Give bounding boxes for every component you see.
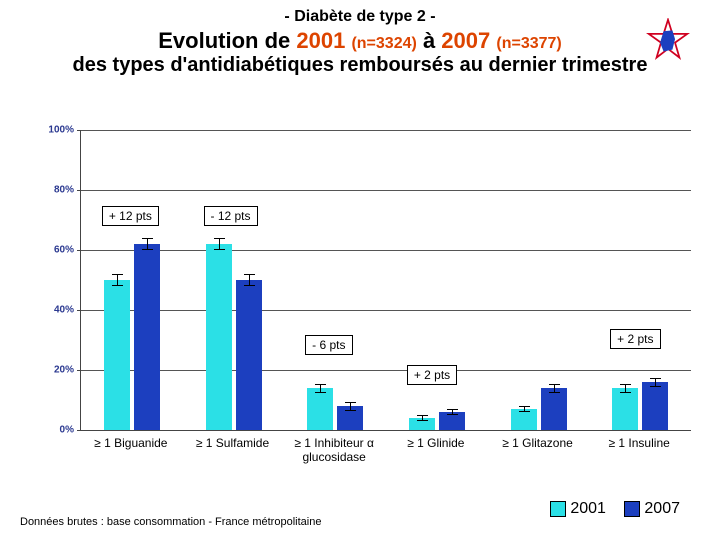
bar-chart: + 12 pts - 12 pts - 6 pts + 2 pts + 2 pts ≥ … [30, 130, 690, 450]
x-axis-label: ≥ 1 Inhibiteur α glucosidase [278, 436, 390, 464]
legend-swatch-2001 [550, 501, 566, 517]
x-axis-label: ≥ 1 Glitazone [482, 436, 594, 450]
x-axis-label: ≥ 1 Sulfamide [177, 436, 289, 450]
bar [307, 388, 333, 430]
bar [612, 388, 638, 430]
title-block: - Diabète de type 2 - Evolution de 2001 … [0, 8, 720, 77]
bar [511, 409, 537, 430]
annotation-box: + 2 pts [610, 329, 660, 349]
legend-swatch-2007 [624, 501, 640, 517]
bar [206, 244, 232, 430]
x-axis-label: ≥ 1 Insuline [583, 436, 695, 450]
annotation-box: + 2 pts [407, 365, 457, 385]
footer-note: Données brutes : base consommation - Fra… [20, 516, 321, 528]
title-line3: des types d'antidiabétiques remboursés a… [0, 54, 720, 77]
bar [541, 388, 567, 430]
legend-label-2001: 2001 [570, 500, 606, 517]
bar [439, 412, 465, 430]
bar [409, 418, 435, 430]
x-axis-label: ≥ 1 Biguanide [75, 436, 187, 450]
france-star-icon [646, 18, 690, 62]
title-line1: - Diabète de type 2 - [0, 8, 720, 26]
annotation-box: - 6 pts [305, 335, 352, 355]
bar [236, 280, 262, 430]
bar [642, 382, 668, 430]
legend: 2001 2007 [536, 500, 680, 518]
title-line2: Evolution de 2001 (n=3324) à 2007 (n=337… [0, 28, 720, 54]
bar [134, 244, 160, 430]
x-axis-label: ≥ 1 Glinide [380, 436, 492, 450]
annotation-box: - 12 pts [204, 206, 258, 226]
legend-label-2007: 2007 [644, 500, 680, 517]
annotation-box: + 12 pts [102, 206, 159, 226]
bar [104, 280, 130, 430]
bar [337, 406, 363, 430]
